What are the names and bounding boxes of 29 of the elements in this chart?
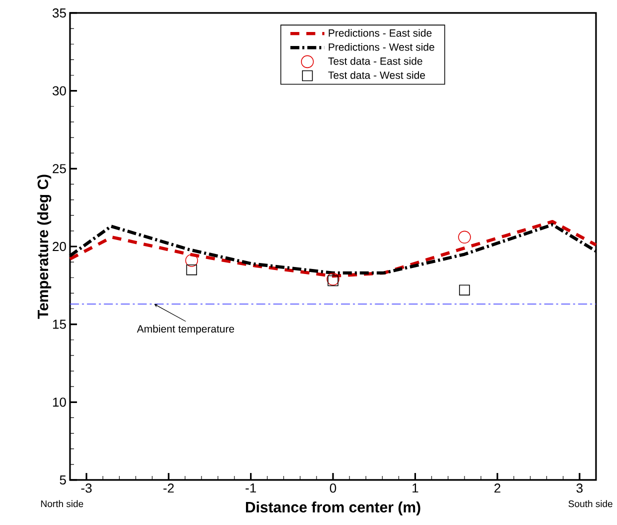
- x-tick-label: 0: [330, 484, 336, 493]
- y-tick-label: 20: [52, 242, 66, 252]
- x-axis-title: Distance from center (m): [246, 502, 420, 516]
- text: South side: [568, 500, 612, 508]
- x-tick-label: 2: [494, 484, 500, 493]
- point: [328, 275, 338, 286]
- legend-label: Predictions - East side: [328, 29, 432, 37]
- y-tick-label: 5: [60, 475, 66, 484]
- x-tick-label: 3: [576, 484, 583, 493]
- y-tick-label: 30: [52, 86, 66, 96]
- y-tick-label: 10: [53, 398, 66, 407]
- text: North side: [41, 500, 84, 508]
- y-tick-label: 15: [53, 320, 66, 329]
- y-tick-label: 35: [52, 8, 66, 18]
- point: [458, 230, 471, 244]
- x-tick-label: 1: [412, 484, 418, 492]
- point: [185, 254, 198, 267]
- y-tick-label: 25: [52, 164, 66, 174]
- point: [186, 264, 198, 276]
- x-tick-label: -1: [246, 484, 256, 492]
- y-axis-title: Temperature (deg C): [37, 174, 52, 319]
- point: [459, 284, 470, 296]
- legend-label: Test data - East side: [328, 57, 422, 65]
- x-tick-label: -3: [81, 484, 92, 493]
- x-tick-label: -2: [163, 484, 174, 493]
- ref-line-label: Ambient temperature: [136, 324, 234, 335]
- legend-label: Test data - West side: [328, 71, 425, 79]
- point: [326, 272, 340, 286]
- legend-label: Predictions - West side: [328, 43, 434, 51]
